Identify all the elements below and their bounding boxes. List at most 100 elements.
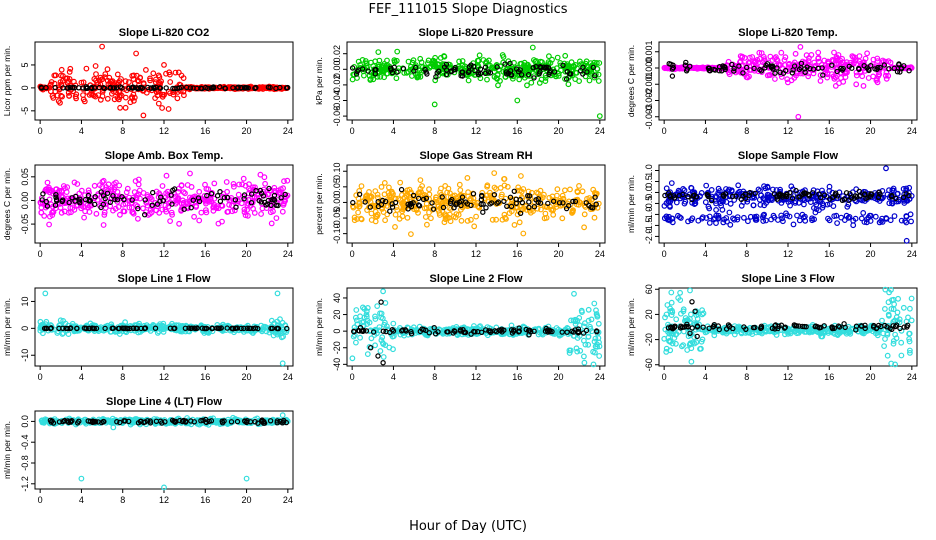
- data-point: [815, 49, 822, 56]
- data-point: [403, 69, 410, 76]
- data-point: [196, 188, 203, 195]
- data-point: [881, 343, 887, 350]
- mean-point: [234, 85, 240, 91]
- y-tick-label: -0.05: [332, 208, 342, 229]
- data-point: [91, 182, 98, 189]
- data-point: [88, 91, 95, 97]
- mean-point: [359, 66, 366, 72]
- mean-point: [188, 204, 194, 211]
- y-tick-label: -0.02: [332, 75, 342, 96]
- mean-point: [720, 63, 726, 69]
- data-point: [417, 55, 424, 62]
- data-point: [554, 186, 561, 193]
- data-point: [234, 196, 241, 203]
- data-point: [215, 205, 222, 212]
- mean-point: [149, 189, 156, 196]
- x-tick-label: 4: [703, 372, 708, 382]
- data-point: [280, 185, 287, 192]
- data-point: [542, 74, 549, 81]
- mean-point: [820, 72, 826, 78]
- mean-point: [683, 59, 689, 66]
- mean-point: [525, 71, 532, 78]
- data-point: [554, 54, 561, 61]
- x-tick-label: 20: [242, 249, 252, 259]
- mean-point: [834, 68, 840, 75]
- data-point: [172, 69, 179, 76]
- data-point: [900, 304, 907, 311]
- data-point: [178, 206, 185, 213]
- data-point: [419, 183, 426, 189]
- mean-point: [706, 65, 713, 72]
- y-tick-label: -40: [332, 358, 342, 371]
- data-point: [382, 217, 389, 224]
- mean-point: [477, 66, 484, 72]
- data-point: [894, 309, 901, 316]
- y-tick-label: 10: [20, 296, 30, 306]
- data-point: [838, 214, 845, 221]
- x-tick-label: 12: [159, 249, 169, 259]
- data-point: [142, 66, 149, 73]
- data-point: [591, 300, 598, 307]
- data-point: [230, 183, 237, 190]
- mean-point: [282, 191, 288, 198]
- mean-point: [872, 66, 878, 72]
- x-tick-label: 24: [595, 249, 605, 259]
- mean-point: [774, 65, 780, 71]
- data-point: [872, 213, 879, 220]
- x-tick-label: 4: [391, 372, 396, 382]
- x-tick-label: 24: [907, 372, 917, 382]
- mean-point: [141, 211, 148, 218]
- x-tick-label: 20: [554, 249, 564, 259]
- x-tick-label: 20: [242, 495, 252, 505]
- data-point: [455, 211, 462, 218]
- mean-point: [472, 67, 478, 74]
- data-point: [504, 183, 511, 190]
- data-point: [491, 170, 498, 177]
- data-point: [549, 193, 556, 200]
- mean-point: [266, 185, 272, 192]
- data-point: [202, 200, 209, 207]
- data-point: [225, 208, 232, 215]
- data-point: [493, 216, 500, 223]
- y-tick-label: 20: [332, 310, 342, 320]
- data-point: [497, 63, 504, 70]
- mean-point: [508, 72, 515, 78]
- data-point: [382, 300, 389, 306]
- data-point: [521, 205, 527, 212]
- data-point: [828, 71, 835, 77]
- data-point: [128, 199, 135, 206]
- data-point: [433, 194, 439, 201]
- data-point: [464, 217, 471, 224]
- y-tick-label: -1.2: [20, 476, 30, 492]
- x-tick-label: 12: [471, 249, 481, 259]
- data-point: [860, 209, 867, 216]
- mean-point: [235, 84, 241, 90]
- data-point: [895, 295, 901, 302]
- data-point: [673, 316, 680, 323]
- x-tick-label: 12: [783, 126, 793, 136]
- data-point: [284, 177, 291, 184]
- x-tick-label: 24: [283, 249, 293, 259]
- x-tick-label: 12: [159, 126, 169, 136]
- data-point: [489, 216, 496, 223]
- mean-point: [768, 63, 774, 69]
- data-point: [169, 211, 176, 218]
- data-point: [562, 76, 568, 82]
- mean-point: [487, 70, 494, 76]
- mean-point: [67, 84, 73, 91]
- data-point: [883, 75, 890, 82]
- mean-point: [712, 67, 718, 73]
- panel-title: Slope Line 1 Flow: [118, 273, 211, 285]
- data-point: [111, 180, 117, 187]
- data-point: [415, 189, 422, 196]
- mean-point: [891, 65, 898, 72]
- data-point: [393, 75, 400, 82]
- data-point: [746, 63, 753, 70]
- x-tick-label: 12: [471, 126, 481, 136]
- data-point: [874, 79, 881, 86]
- data-point: [362, 58, 369, 64]
- data-point: [886, 187, 892, 194]
- data-point: [152, 79, 159, 86]
- data-point: [115, 88, 122, 95]
